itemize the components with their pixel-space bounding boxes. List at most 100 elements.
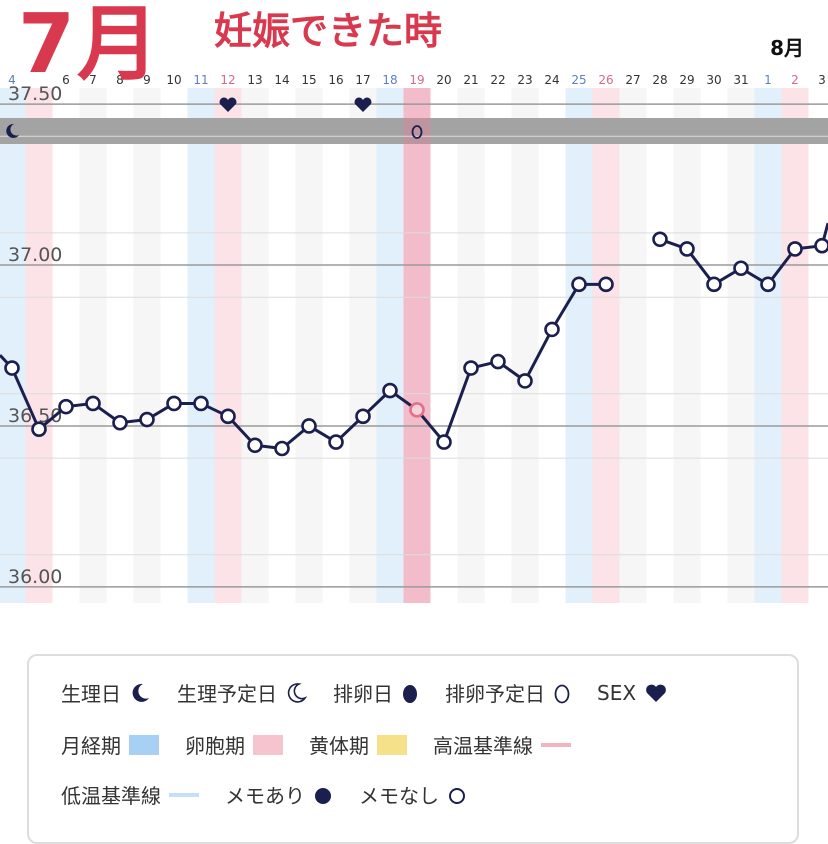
day-column <box>728 88 755 603</box>
x-tick-label: 30 <box>706 73 721 87</box>
temp-point <box>330 436 343 449</box>
x-tick-label: 27 <box>625 73 640 87</box>
legend-row-3: 低温基準線 メモあり メモなし <box>61 780 493 809</box>
x-tick-label: 29 <box>679 73 694 87</box>
legend-menstrual: 月経期 <box>61 730 159 759</box>
temp-point <box>573 278 586 291</box>
follicular-column <box>215 88 242 603</box>
temp-point <box>816 239 828 252</box>
legend-ovulation-day: 排卵日 <box>333 678 419 707</box>
temp-point <box>33 423 46 436</box>
menstrual-column <box>0 88 26 603</box>
legend-box: 生理日 生理予定日 排卵日 排卵予定日 SEX <box>27 654 799 844</box>
temp-point <box>249 439 262 452</box>
x-tick-label: 13 <box>247 73 262 87</box>
legend-memo-yes: メモあり <box>225 780 333 809</box>
legend-sex-label: SEX <box>597 681 636 705</box>
x-tick-label: 25 <box>571 73 586 87</box>
temp-point <box>762 278 775 291</box>
legend-luteal: 黄体期 <box>309 730 407 759</box>
legend-low-line: 低温基準線 <box>61 780 199 809</box>
temp-point <box>276 442 289 455</box>
x-tick-label: 2 <box>791 73 799 87</box>
x-tick-label: 19 <box>409 73 424 87</box>
temp-point <box>681 242 694 255</box>
temp-point <box>195 397 208 410</box>
legend-memo-yes-label: メモあり <box>225 780 305 809</box>
x-tick-label: 18 <box>382 73 397 87</box>
temp-point <box>114 416 127 429</box>
ovulation-band-cell <box>404 118 431 144</box>
follicular-swatch <box>253 735 283 755</box>
high-line-swatch <box>541 743 571 747</box>
temp-point <box>168 397 181 410</box>
luteal-swatch <box>377 735 407 755</box>
ovulation-column <box>404 88 431 603</box>
legend-high-line-label: 高温基準線 <box>433 730 533 759</box>
x-tick-label: 3 <box>818 73 826 87</box>
menstrual-swatch <box>129 735 159 755</box>
menstrual-column <box>377 88 404 603</box>
temp-point <box>708 278 721 291</box>
headline: 妊娠できた時 <box>214 12 442 50</box>
temp-point <box>87 397 100 410</box>
legend-expected-period-label: 生理予定日 <box>177 678 277 707</box>
temp-point <box>303 419 316 432</box>
legend-row-2: 月経期 卵胞期 黄体期 高温基準線 <box>61 730 597 759</box>
x-tick-label: 12 <box>220 73 235 87</box>
temp-point <box>6 362 19 375</box>
next-month-label: 8月 <box>770 32 804 61</box>
x-tick-label: 1 <box>764 73 772 87</box>
legend-period-day-label: 生理日 <box>61 678 121 707</box>
x-tick-label: 23 <box>517 73 532 87</box>
temp-point <box>60 400 73 413</box>
temp-point <box>546 323 559 336</box>
temp-point <box>735 262 748 275</box>
menstrual-column <box>755 88 782 603</box>
legend-memo-no: メモなし <box>359 780 467 809</box>
x-tick-label: 20 <box>436 73 451 87</box>
y-tick-label: 36.00 <box>8 566 62 588</box>
day-column <box>620 88 647 603</box>
ovulation-temp-point <box>411 403 424 416</box>
legend-period-day: 生理日 <box>61 678 151 707</box>
egg-outline-icon <box>553 682 571 704</box>
day-column <box>134 88 161 603</box>
temp-point <box>141 413 154 426</box>
x-tick-label: 21 <box>463 73 478 87</box>
heart-icon <box>644 682 668 704</box>
moon-filled-icon <box>129 682 151 704</box>
x-tick-label: 31 <box>733 73 748 87</box>
x-tick-label: 10 <box>166 73 181 87</box>
follicular-column <box>26 88 53 603</box>
temp-point <box>654 233 667 246</box>
legend-menstrual-label: 月経期 <box>61 730 121 759</box>
legend-follicular: 卵胞期 <box>185 730 283 759</box>
temp-point <box>222 410 235 423</box>
dot-outline-icon <box>447 785 467 805</box>
egg-filled-icon <box>401 682 419 704</box>
day-column <box>242 88 269 603</box>
day-column <box>80 88 107 603</box>
dot-filled-icon <box>313 785 333 805</box>
day-column <box>512 88 539 603</box>
legend-sex: SEX <box>597 681 668 705</box>
x-tick-label: 26 <box>598 73 613 87</box>
legend-row-1: 生理日 生理予定日 排卵日 排卵予定日 SEX <box>61 678 694 707</box>
x-tick-label: 4 <box>8 73 16 87</box>
temp-point <box>357 410 370 423</box>
x-tick-label: 22 <box>490 73 505 87</box>
month-title: 7月 <box>18 4 161 86</box>
moon-outline-icon <box>285 682 307 704</box>
x-tick-label: 28 <box>652 73 667 87</box>
menstrual-column <box>188 88 215 603</box>
x-tick-label: 15 <box>301 73 316 87</box>
x-tick-label: 24 <box>544 73 559 87</box>
y-tick-label: 37.00 <box>8 244 62 266</box>
x-tick-label: 17 <box>355 73 370 87</box>
menstrual-column <box>566 88 593 603</box>
legend-expected-period: 生理予定日 <box>177 678 307 707</box>
legend-expected-ovulation: 排卵予定日 <box>445 678 571 707</box>
legend-expected-ovulation-label: 排卵予定日 <box>445 678 545 707</box>
